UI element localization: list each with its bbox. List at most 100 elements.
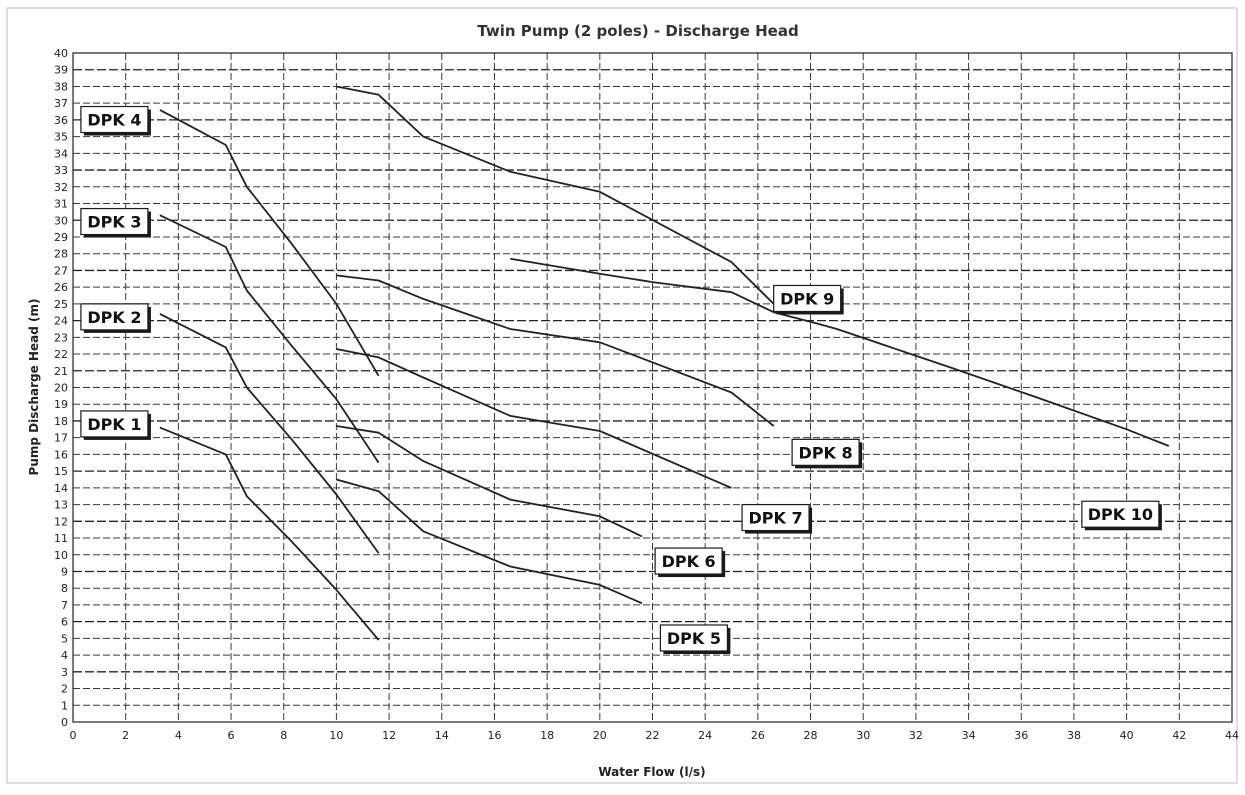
y-tick-label: 37 xyxy=(54,97,68,110)
y-tick-label: 23 xyxy=(54,331,68,344)
x-tick-label: 14 xyxy=(435,729,449,742)
y-tick-label: 38 xyxy=(54,80,68,93)
series-label-box xyxy=(1081,500,1160,528)
y-tick-label: 40 xyxy=(54,47,68,60)
series-label-dpk-6: DPK 6 xyxy=(654,547,726,578)
plot-area xyxy=(72,52,1233,723)
y-tick-label: 34 xyxy=(54,147,68,160)
y-tick-label: 39 xyxy=(54,64,68,77)
chart-title: Twin Pump (2 poles) - Discharge Head xyxy=(477,22,798,40)
x-tick-label: 16 xyxy=(487,729,501,742)
y-tick-label: 2 xyxy=(61,683,68,696)
y-tick-label: 22 xyxy=(54,348,68,361)
series-label-dpk-1: DPK 1 xyxy=(80,410,151,440)
series-label-dpk-10: DPK 10 xyxy=(1081,500,1162,531)
y-tick-label: 16 xyxy=(54,448,68,461)
x-tick-label: 42 xyxy=(1172,729,1186,742)
y-tick-label: 10 xyxy=(54,549,68,562)
series-label-box xyxy=(654,547,723,575)
y-tick-label: 8 xyxy=(61,582,68,595)
y-tick-label: 17 xyxy=(54,432,68,445)
y-axis-ticks: 0123456789101112131415161718192021222324… xyxy=(54,47,68,729)
series-label-text: DPK 3 xyxy=(87,213,141,232)
y-tick-label: 36 xyxy=(54,114,68,127)
series-line-dpk-3 xyxy=(159,214,380,464)
y-tick-label: 5 xyxy=(61,632,68,645)
y-tick-label: 15 xyxy=(54,465,68,478)
series-line-dpk-4 xyxy=(159,109,380,377)
series-label-box xyxy=(80,410,149,438)
series-label-text: DPK 4 xyxy=(87,111,141,130)
x-tick-label: 44 xyxy=(1225,729,1239,742)
y-tick-label: 4 xyxy=(61,649,68,662)
y-tick-label: 30 xyxy=(54,214,68,227)
x-tick-label: 30 xyxy=(856,729,870,742)
x-tick-label: 24 xyxy=(698,729,712,742)
series-label-dpk-2: DPK 2 xyxy=(80,303,151,333)
series-label-box xyxy=(791,438,860,466)
series-label-text: DPK 10 xyxy=(1088,505,1153,524)
y-tick-label: 19 xyxy=(54,398,68,411)
chart-background xyxy=(6,7,1238,784)
series-line-dpk-7 xyxy=(336,348,732,489)
series-label-dpk-7: DPK 7 xyxy=(741,503,813,534)
x-tick-label: 32 xyxy=(909,729,923,742)
x-tick-label: 26 xyxy=(751,729,765,742)
series-label-box xyxy=(80,207,149,236)
series-label-text: DPK 6 xyxy=(662,552,716,571)
series-curves xyxy=(159,85,1170,641)
series-label-dpk-4: DPK 4 xyxy=(80,105,151,136)
x-tick-label: 8 xyxy=(280,729,287,742)
x-tick-label: 40 xyxy=(1120,729,1134,742)
x-tick-label: 36 xyxy=(1014,729,1028,742)
y-tick-label: 21 xyxy=(54,365,68,378)
series-line-dpk-6 xyxy=(336,425,643,538)
y-tick-label: 12 xyxy=(54,515,68,528)
x-tick-label: 2 xyxy=(122,729,129,742)
x-tick-label: 38 xyxy=(1067,729,1081,742)
x-tick-label: 6 xyxy=(228,729,235,742)
series-label-box xyxy=(80,105,149,134)
y-tick-label: 0 xyxy=(61,716,68,729)
x-tick-label: 22 xyxy=(646,729,660,742)
x-axis-label: Water Flow (l/s) xyxy=(598,765,705,779)
y-tick-label: 28 xyxy=(54,248,68,261)
y-tick-label: 18 xyxy=(54,415,68,428)
series-label-dpk-3: DPK 3 xyxy=(80,207,151,238)
series-label-box xyxy=(80,303,149,331)
y-tick-label: 11 xyxy=(54,532,68,545)
series-label-text: DPK 9 xyxy=(780,289,834,308)
series-label-text: DPK 1 xyxy=(87,415,141,434)
y-tick-label: 32 xyxy=(54,181,68,194)
y-tick-label: 31 xyxy=(54,198,68,211)
series-label-box xyxy=(773,284,842,313)
series-line-dpk-10 xyxy=(510,257,1170,447)
y-tick-label: 29 xyxy=(54,231,68,244)
y-tick-label: 20 xyxy=(54,382,68,395)
series-label-box xyxy=(741,503,810,532)
x-tick-label: 12 xyxy=(382,729,396,742)
series-label-dpk-9: DPK 9 xyxy=(773,284,844,315)
x-tick-label: 0 xyxy=(70,729,77,742)
y-tick-label: 25 xyxy=(54,298,68,311)
series-label-dpk-8: DPK 8 xyxy=(791,438,863,469)
series-line-dpk-5 xyxy=(336,478,643,605)
y-axis-label: Pump Discharge Head (m) xyxy=(27,299,41,476)
x-tick-label: 18 xyxy=(540,729,554,742)
y-tick-label: 9 xyxy=(61,565,68,578)
y-tick-label: 3 xyxy=(61,666,68,679)
y-tick-label: 6 xyxy=(61,616,68,629)
series-line-dpk-2 xyxy=(159,313,380,554)
series-line-dpk-8 xyxy=(336,274,775,427)
y-tick-label: 7 xyxy=(61,599,68,612)
x-axis-ticks: 0 2 4 6 8 10 12 14 16 18 20 22 24 26 28 30 32 34 36 38 40 42 4… xyxy=(70,729,1240,742)
y-tick-label: 35 xyxy=(54,131,68,144)
x-tick-label: 4 xyxy=(175,729,182,742)
series-label-dpk-5: DPK 5 xyxy=(659,624,731,654)
y-tick-label: 27 xyxy=(54,264,68,277)
series-labels: DPK 1 DPK 2 DPK 3 DPK 4 DPK 5 DPK 6 DPK 7 DPK 8… xyxy=(80,105,1162,654)
series-label-text: DPK 7 xyxy=(749,509,803,528)
series-label-text: DPK 2 xyxy=(87,308,141,327)
